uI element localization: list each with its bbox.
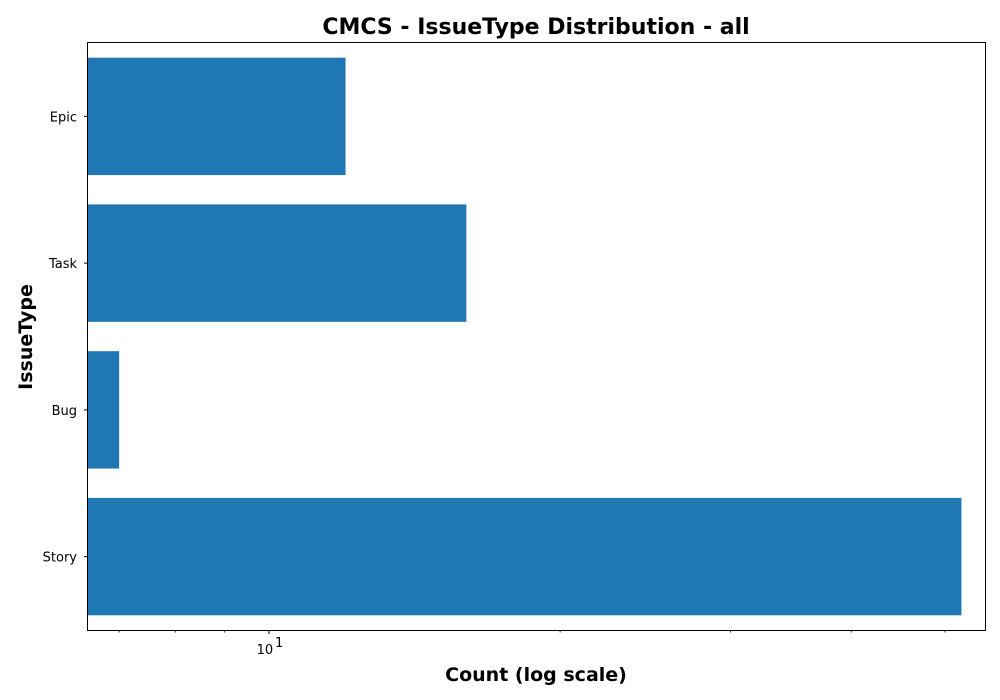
y-tick-label: Bug	[52, 404, 77, 419]
chart-title: CMCS - IssueType Distribution - all	[322, 15, 749, 40]
bar-story	[88, 497, 962, 616]
bar-task	[88, 204, 467, 322]
x-axis-label: Count (log scale)	[445, 664, 627, 686]
x-tick-exponent: 1	[275, 636, 283, 651]
x-axis-ticks: 10 1	[118, 630, 946, 658]
y-tick-label: Task	[48, 257, 78, 272]
y-tick-label: Epic	[50, 110, 77, 125]
bars	[88, 57, 962, 616]
y-axis-ticks: Epic Task Bug Story	[43, 110, 88, 566]
bar-epic	[88, 57, 346, 176]
plot-frame	[87, 42, 986, 631]
y-axis-label: IssueType	[15, 284, 37, 390]
y-tick-label: Story	[43, 551, 78, 566]
x-tick-label: 10	[257, 643, 274, 658]
bar-bug	[88, 351, 120, 469]
